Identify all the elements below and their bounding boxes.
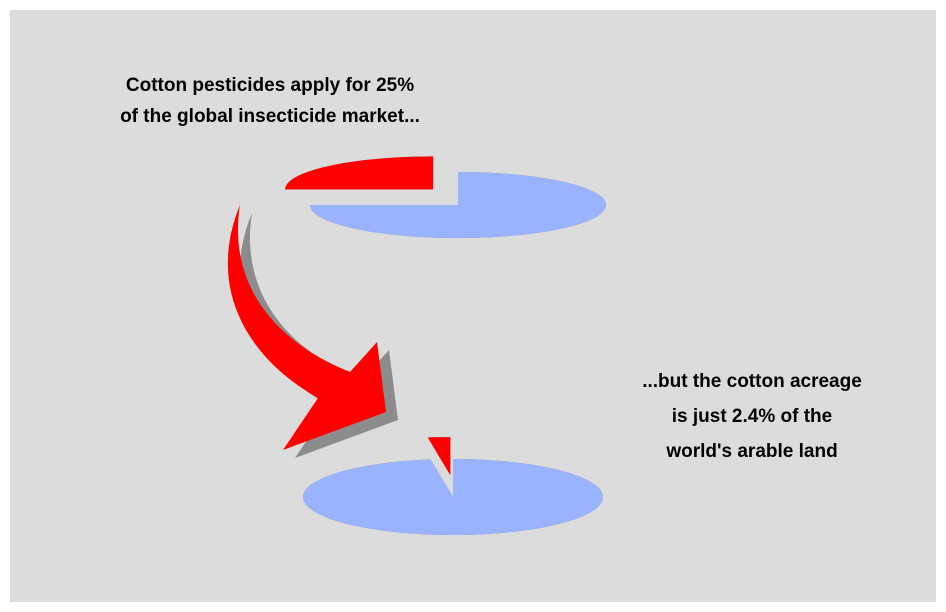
annotation: of the global insecticide market... (120, 106, 420, 127)
slice (310, 172, 606, 238)
arrow (227, 205, 386, 450)
annotation: ...but the cotton acreage (642, 371, 862, 392)
annotation: is just 2.4% of the (672, 406, 832, 427)
slice (303, 459, 603, 535)
slice (285, 156, 434, 190)
annotation: world's arable land (665, 441, 837, 462)
annotation: Cotton pesticides apply for 25% (126, 75, 414, 96)
slice (427, 437, 451, 476)
